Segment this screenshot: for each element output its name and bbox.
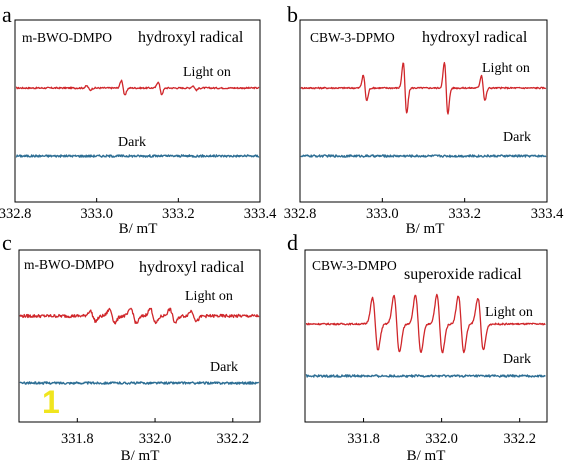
- sample-label-d: CBW-3-DMPO: [312, 258, 397, 273]
- plot-frame-b: [299, 19, 548, 203]
- x-ticks-b: 332.8 333.0 333.2 333.4: [284, 198, 564, 222]
- light-on-trace-c: [19, 307, 260, 325]
- sample-label-c: m-BWO-DMPO: [24, 257, 114, 272]
- x-axis-label-d: B/ mT: [407, 448, 446, 464]
- radical-label-b: hydroxyl radical: [422, 29, 528, 46]
- panel-a: a m-BWO-DMPO hydroxyl radical Light on D…: [0, 2, 277, 237]
- x-tick-label-c-1: 332.0: [139, 431, 172, 447]
- x-tick-label-a-3: 333.4: [244, 206, 277, 222]
- x-tick-label-c-0: 331.8: [61, 431, 94, 447]
- overlay-number-mark: 1: [42, 384, 60, 420]
- x-tick-label-a-2: 333.2: [162, 206, 195, 222]
- x-tick-label-a-1: 333.0: [80, 206, 113, 222]
- x-axis-label-a: B/ mT: [119, 221, 158, 237]
- light-on-label-b: Light on: [482, 61, 530, 76]
- sample-label-a: m-BWO-DMPO: [22, 30, 112, 45]
- dark-label-b: Dark: [503, 130, 531, 145]
- x-ticks-d: 331.8 332.0 332.2: [347, 418, 536, 447]
- panel-letter-b: b: [287, 2, 298, 27]
- dark-label-a: Dark: [118, 135, 146, 150]
- x-tick-label-b-2: 333.2: [448, 206, 481, 222]
- plot-frame-c: [18, 249, 261, 423]
- x-ticks-c: 331.8 332.0 332.2: [61, 418, 249, 447]
- x-tick-label-d-0: 331.8: [347, 431, 380, 447]
- panel-letter-d: d: [287, 230, 298, 255]
- radical-label-c: hydroxyl radical: [139, 259, 245, 276]
- x-tick-label-b-0: 332.8: [284, 206, 317, 222]
- x-ticks-a: 332.8 333.0 333.2 333.4: [0, 198, 277, 222]
- sample-label-b: CBW-3-DPMO: [310, 30, 395, 45]
- dark-trace-d: [305, 374, 546, 378]
- dark-label-d: Dark: [503, 352, 531, 367]
- light-on-trace-d: [305, 293, 546, 354]
- x-tick-label-d-2: 332.2: [503, 431, 536, 447]
- panel-letter-c: c: [2, 230, 12, 255]
- light-on-label-a: Light on: [183, 65, 231, 80]
- x-axis-label-c: B/ mT: [121, 448, 160, 464]
- x-tick-label-b-3: 333.4: [531, 206, 564, 222]
- x-tick-label-c-2: 332.2: [216, 431, 249, 447]
- dark-label-c: Dark: [210, 360, 238, 375]
- plot-frame-a: [14, 19, 261, 203]
- plot-frame-d: [304, 249, 548, 423]
- dark-trace-c: [19, 381, 260, 385]
- light-on-trace-a: [15, 79, 260, 96]
- dark-trace-b: [300, 154, 547, 158]
- x-axis-label-b: B/ mT: [406, 221, 445, 237]
- radical-label-d: superoxide radical: [404, 266, 522, 283]
- panel-b: b CBW-3-DPMO hydroxyl radical Light on D…: [284, 2, 564, 237]
- x-tick-label-a-0: 332.8: [0, 206, 31, 222]
- panel-d: d CBW-3-DMPO superoxide radical Light on…: [287, 230, 548, 464]
- light-on-trace-b: [300, 61, 547, 115]
- dark-trace-a: [15, 154, 260, 158]
- light-on-label-d: Light on: [485, 305, 533, 320]
- radical-label-a: hydroxyl radical: [138, 29, 244, 46]
- x-tick-label-b-1: 333.0: [366, 206, 399, 222]
- x-tick-label-d-1: 332.0: [425, 431, 458, 447]
- panel-c: c m-BWO-DMPO hydroxyl radical Light on D…: [2, 230, 261, 464]
- panel-letter-a: a: [2, 2, 12, 27]
- light-on-label-c: Light on: [185, 289, 233, 304]
